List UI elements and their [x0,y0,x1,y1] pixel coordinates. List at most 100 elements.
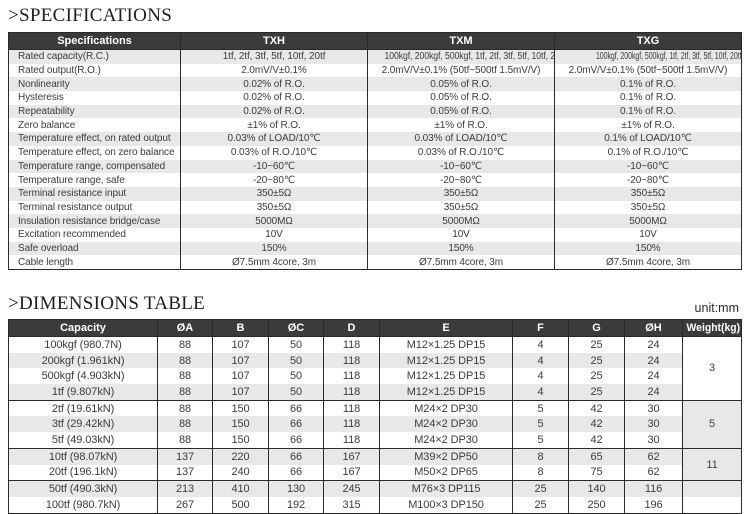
cell-text: 42 [590,418,603,431]
cell-text: 150% [448,242,474,254]
row-label-cell: 500kgf (4.903kN) [9,368,158,384]
table-row: 3tf (29.42kN) 88 150 66 118 M24×2 DP30 5 42 30 [8,416,742,433]
value-cell: M39×2 DP50 [379,448,513,465]
table-row: Terminal resistance input 350±5Ω 350±5Ω 350… [8,186,742,201]
value-cell: 4 [512,352,569,369]
specifications-table-header: Specifications TXH TXM TXG [8,32,742,50]
row-label-cell: Temperature effect, on rated output [8,132,181,146]
cell-text: G [592,322,601,334]
weight-cell [682,496,742,514]
specifications-section-title: >SPECIFICATIONS [8,5,173,26]
row-label-cell: 1tf (9.807kN) [8,384,158,401]
cell-text: M12×1.25 DP15 [406,338,486,351]
row-label-cell: Temperature effect, on zero balance [9,146,181,160]
cell-text: 167 [342,466,361,479]
value-cell: 10V [367,227,555,242]
cell-text: 8 [537,450,544,463]
row-label-cell: Temperature range, safe [9,173,181,187]
cell-text: 65 [590,450,603,463]
cell-text: 0.02% of R.O. [243,92,305,104]
value-cell: 350±5Ω [180,200,368,215]
cell-text: Weight(kg) [686,322,741,334]
value-cell: 137 [157,448,213,465]
cell-text: 5 [537,402,544,415]
cell-text: 66 [289,433,303,446]
dimensions-table: Capacity ØA B ØC D E F G ØH Weight(kg) 100kgf (98… [8,319,742,514]
table-row: 500kgf (4.903kN) 88 107 50 118 M12×1.25 DP15 4… [9,368,742,385]
cell-text: 24 [647,354,660,367]
value-cell: 150 [212,416,269,433]
cell-text: 0.05% of R.O. [430,106,492,118]
header-row: Specifications TXH TXM TXG [8,32,742,50]
cell-text: 150% [635,242,661,254]
cell-text: 0.03% of R.O./10℃ [417,147,505,159]
cell-text: Terminal resistance input [18,188,127,200]
table-row: Temperature range, compensated -10~60℃ -10… [8,159,742,174]
cell-text: 50 [289,338,303,351]
cell-text: TXH [263,35,285,47]
value-cell: 75 [568,464,625,482]
value-cell: 0.05% of R.O. [367,104,555,119]
cell-text: 10V [639,229,657,241]
cell-text: 10V [452,229,470,241]
value-cell: 30 [624,400,683,417]
value-cell: 130 [268,480,324,497]
cell-text: 410 [231,483,250,496]
cell-text: 350±5Ω [443,201,479,213]
cell-text: 118 [342,385,361,398]
cell-text: B [236,322,245,334]
cell-text: 66 [289,466,303,479]
cell-text: 500kgf (4.903kN) [41,370,125,383]
value-cell: -10~60℃ [554,159,742,174]
cell-text: 315 [342,498,361,511]
cell-text: Insulation resistance bridge/case [18,215,161,227]
cell-text: 2.0mV/V±0.1% (50tf~500tf 1.5mV/V) [381,65,541,77]
value-cell: -20~80℃ [367,173,555,187]
value-cell: 150% [367,241,555,256]
cell-text: 118 [342,402,361,415]
cell-text: ØA [176,322,194,334]
cell-text: Safe overload [18,242,79,254]
row-label-cell: 100kgf (980.7N) [9,337,158,353]
value-cell: 118 [323,352,380,369]
value-cell: 137 [157,464,213,482]
value-cell: 350±5Ω [554,200,742,215]
cell-text: M50×2 DP65 [414,466,478,479]
cell-text: M12×1.25 DP15 [406,370,486,383]
cell-text: Temperature effect, on rated output [18,133,171,145]
value-cell: 65 [568,448,625,465]
value-cell: 0.02% of R.O. [180,91,368,105]
value-cell: 66 [268,400,324,417]
table-row: Zero balance ±1% of R.O. ±1% of R.O. ±1% of… [9,118,742,133]
cell-text: 25 [590,370,603,383]
cell-text: 30 [647,433,660,446]
cell-text: -20~80℃ [440,174,482,186]
value-cell: 350±5Ω [367,200,555,215]
value-cell: 0.1% of R.O./10℃ [554,145,742,160]
row-label-cell: Cable length [9,255,181,269]
value-cell: 350±5Ω [180,186,368,201]
cell-text: Repeatability [18,106,75,118]
column-header: E [379,319,513,337]
cell-text: 1tf, 2tf, 3tf, 5tf, 10tf, 20tf [222,51,326,63]
cell-text: 192 [286,498,306,511]
cell-text: 0.03% of LOAD/10℃ [227,133,321,145]
dimensions-table-header: Capacity ØA B ØC D E F G ØH Weight(kg) [8,319,742,337]
weight-cell: 3 [682,336,742,401]
cell-text: 150 [231,433,250,446]
value-cell: 150% [180,241,368,256]
value-cell: 100kgf, 200kgf, 500kgf, 1tf, 2tf, 3tf, 5… [554,49,742,64]
cell-text: TXM [449,35,473,47]
value-cell: 66 [268,448,324,465]
column-header: Capacity [8,319,158,337]
weight-cell [682,480,742,497]
cell-text: 25 [590,385,603,398]
cell-text: M39×2 DP50 [414,450,478,463]
cell-text: F [537,322,544,334]
value-cell: 140 [568,480,625,497]
cell-text: 100kgf, 200kgf, 500kgf, 1tf, 2tf, 3tf, 5… [384,51,555,63]
value-cell: 150 [212,432,269,449]
cell-text: -10~60℃ [253,160,295,172]
column-header: G [568,319,625,337]
cell-text: 213 [175,483,195,496]
